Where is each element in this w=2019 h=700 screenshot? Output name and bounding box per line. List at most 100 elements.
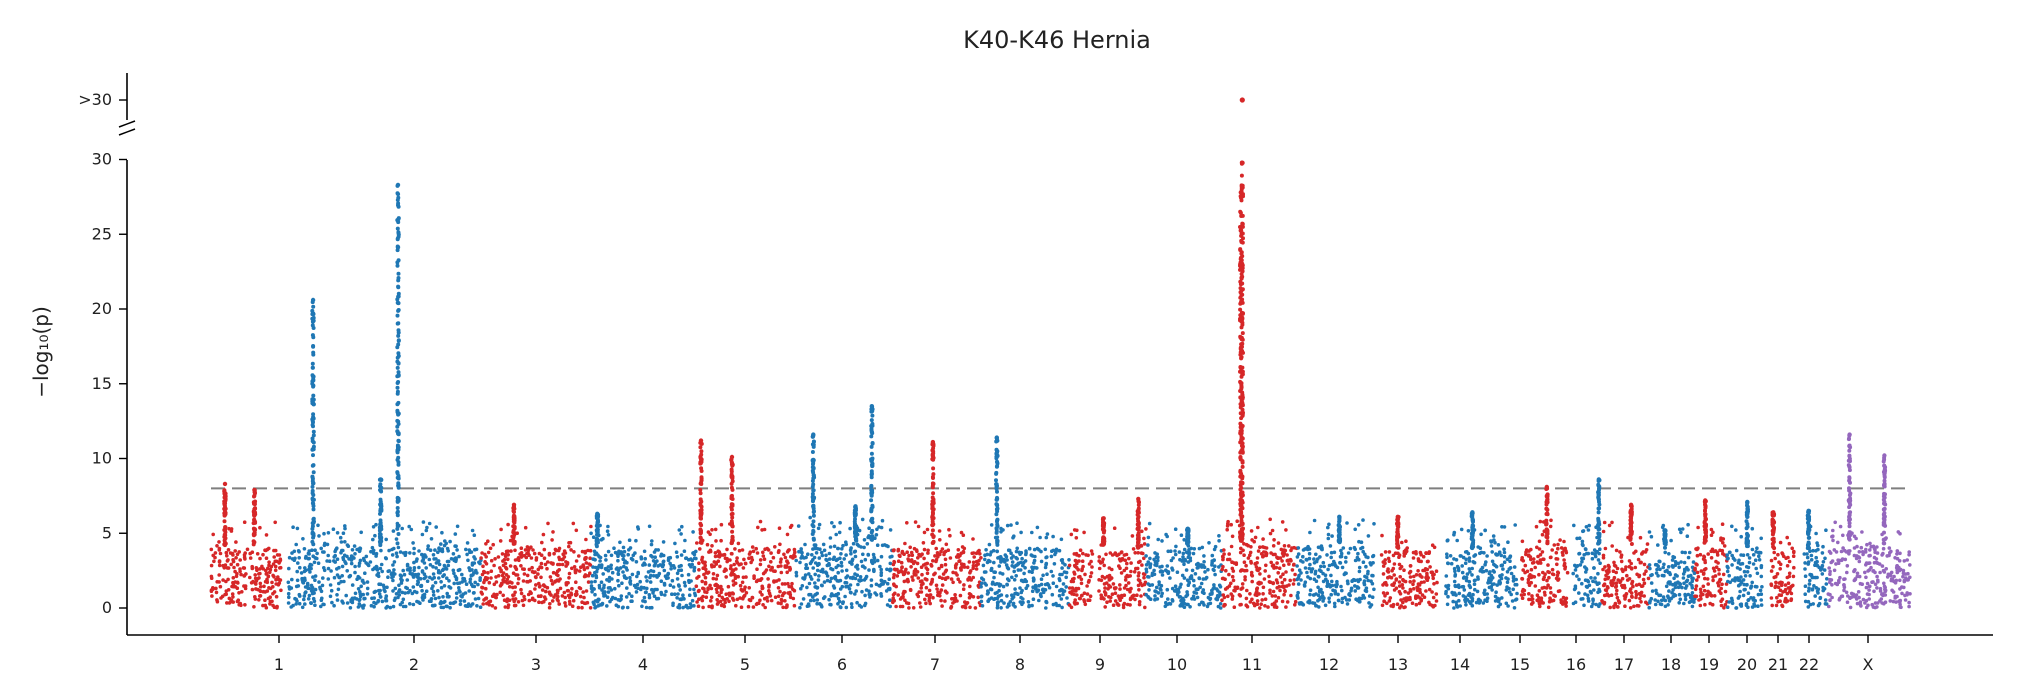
data-point — [1264, 553, 1269, 558]
data-point — [707, 604, 711, 609]
data-point — [378, 566, 383, 571]
data-point — [616, 554, 620, 558]
data-point — [932, 572, 936, 577]
data-point — [895, 574, 900, 578]
data-point — [719, 538, 723, 543]
data-point — [522, 597, 527, 602]
data-point — [1200, 600, 1204, 605]
data-point — [1119, 571, 1124, 575]
data-point — [344, 593, 349, 598]
data-point — [291, 525, 295, 529]
data-point — [311, 420, 315, 425]
data-point — [724, 575, 728, 579]
data-point — [1248, 550, 1253, 555]
data-point — [896, 593, 900, 597]
data-point — [1335, 579, 1339, 584]
data-point — [1317, 588, 1322, 593]
data-point — [621, 605, 625, 610]
data-point — [670, 578, 675, 583]
data-point — [472, 561, 477, 565]
data-point — [1160, 591, 1164, 596]
data-point — [371, 551, 376, 556]
data-point — [925, 593, 929, 597]
data-point — [925, 561, 930, 566]
data-point — [480, 592, 485, 596]
data-point — [900, 549, 905, 554]
data-point — [212, 559, 216, 564]
data-point — [639, 556, 644, 561]
data-point — [941, 572, 946, 576]
data-point — [395, 429, 400, 434]
data-point — [1284, 528, 1288, 532]
data-point — [1299, 559, 1303, 563]
data-point — [310, 497, 315, 502]
data-point — [547, 553, 552, 557]
data-point — [1326, 532, 1331, 537]
data-point — [1191, 578, 1196, 583]
data-point — [999, 606, 1003, 610]
data-point — [510, 581, 514, 585]
data-point — [316, 561, 321, 565]
data-point — [1239, 449, 1244, 453]
data-point — [226, 577, 230, 582]
data-point — [989, 596, 994, 600]
data-point — [589, 584, 594, 588]
data-point — [1349, 586, 1354, 591]
data-point — [311, 304, 316, 309]
data-point — [369, 549, 373, 554]
data-point — [607, 575, 612, 580]
data-point — [724, 592, 728, 596]
data-point — [453, 556, 458, 560]
data-point — [853, 537, 858, 542]
data-point — [581, 563, 585, 567]
data-point — [1369, 563, 1373, 567]
data-point — [527, 598, 532, 603]
data-point — [310, 361, 315, 366]
data-point — [1232, 605, 1237, 609]
data-point — [1270, 528, 1275, 533]
data-point — [848, 583, 853, 587]
data-point — [924, 585, 929, 590]
data-point — [918, 579, 923, 584]
data-point — [231, 576, 236, 580]
data-point — [1370, 595, 1375, 599]
data-point — [311, 352, 316, 357]
data-point — [704, 570, 709, 575]
data-point — [399, 577, 403, 581]
data-point — [1208, 596, 1213, 601]
data-point — [1113, 599, 1118, 603]
data-point — [758, 519, 763, 524]
data-point — [489, 569, 494, 573]
data-point — [253, 597, 258, 601]
data-point — [261, 589, 266, 594]
data-point — [995, 549, 999, 554]
data-point — [411, 602, 416, 607]
data-point — [327, 559, 332, 563]
data-point — [789, 523, 794, 528]
data-point — [534, 583, 538, 587]
data-point — [412, 546, 416, 551]
data-point — [1363, 574, 1367, 579]
data-point — [703, 575, 708, 580]
data-point — [959, 562, 964, 566]
data-point — [446, 563, 451, 568]
data-point — [1152, 568, 1156, 573]
data-point — [869, 530, 874, 535]
data-point — [996, 594, 1001, 599]
data-point — [1252, 539, 1256, 544]
data-point — [333, 560, 338, 564]
data-point — [223, 497, 228, 502]
data-point — [844, 540, 848, 544]
data-point — [1205, 604, 1210, 609]
data-point — [633, 551, 637, 555]
data-point — [304, 554, 308, 559]
data-point — [608, 599, 612, 604]
data-point — [627, 591, 631, 596]
data-point — [791, 587, 795, 592]
data-point — [1137, 602, 1142, 607]
data-point — [365, 592, 370, 596]
data-point — [715, 583, 720, 588]
data-point — [911, 606, 916, 610]
data-point — [1372, 587, 1376, 592]
data-point — [548, 575, 553, 579]
